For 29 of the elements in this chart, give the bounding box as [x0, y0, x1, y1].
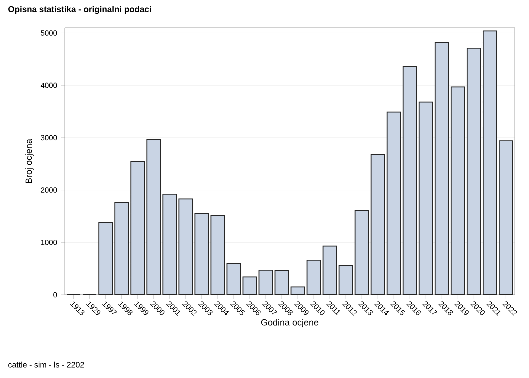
bar [354, 210, 370, 295]
text: cattle - sim - ls - 2202 [8, 362, 84, 368]
x-axis-title: Godina ocjene [261, 319, 319, 328]
bar [131, 161, 145, 295]
bar [482, 30, 498, 295]
bar [210, 215, 226, 295]
bar [306, 260, 322, 295]
bar [194, 213, 210, 295]
bar [386, 112, 402, 295]
bar [178, 198, 194, 295]
bar [114, 202, 130, 295]
bar [499, 140, 514, 295]
bar [242, 276, 258, 295]
bar [258, 270, 274, 295]
bar [338, 265, 354, 295]
bar [98, 222, 114, 295]
bar [434, 42, 450, 295]
bar [450, 86, 466, 295]
bar [226, 263, 242, 295]
bar [370, 154, 386, 295]
bar [146, 139, 162, 295]
bar [402, 66, 418, 295]
bar [274, 270, 290, 295]
bar [162, 194, 178, 295]
bar [322, 246, 338, 295]
bar [466, 48, 482, 295]
chart-title: Opisna statistika - originalni podaci [8, 6, 152, 14]
bar [418, 102, 434, 295]
y-axis-title: Broj ocjena [26, 139, 34, 184]
